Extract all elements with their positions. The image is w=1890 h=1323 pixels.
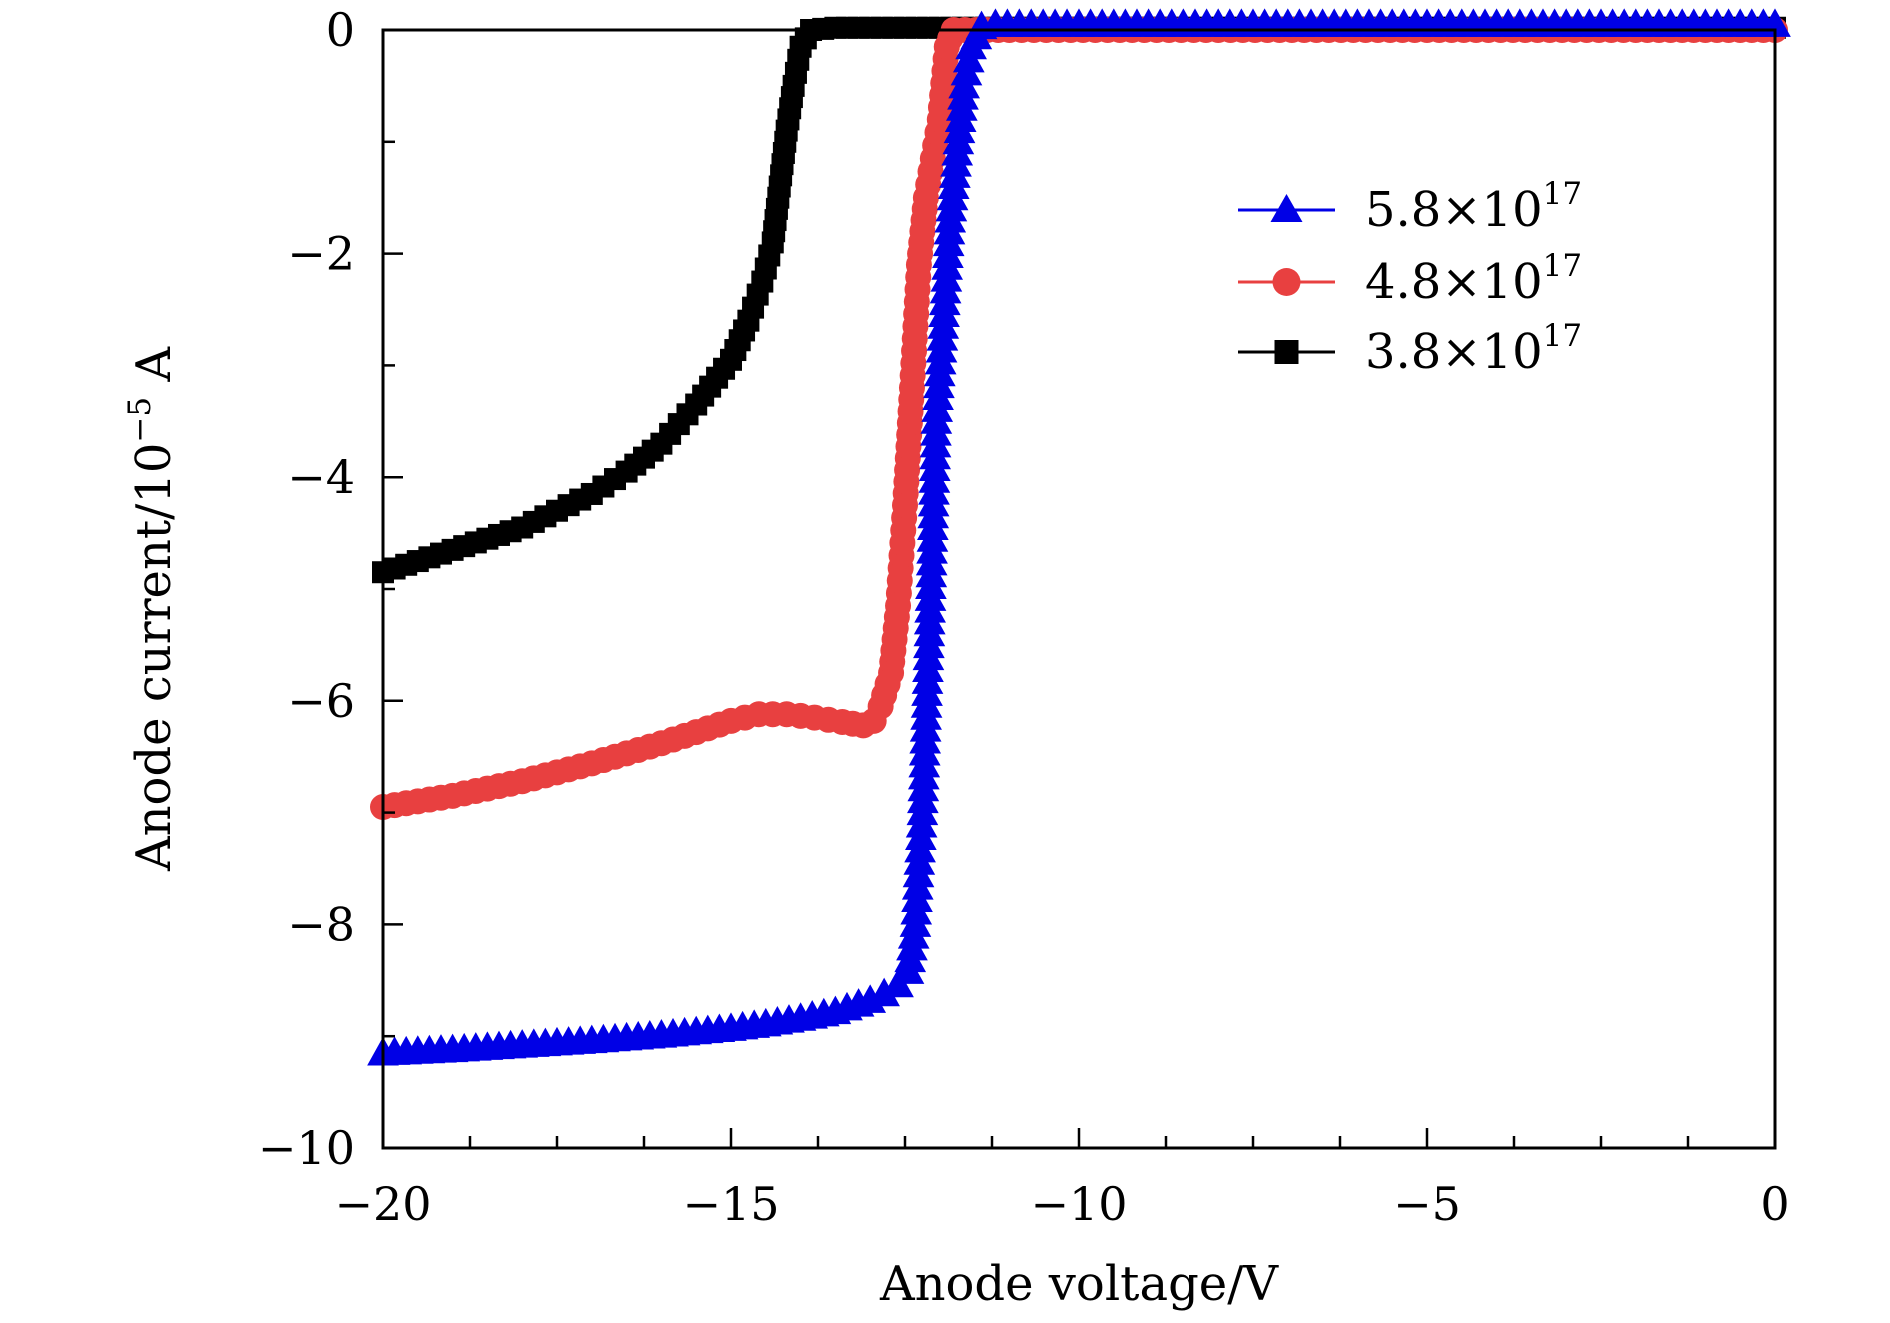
y-tick-label: −6 <box>287 674 355 728</box>
ticks-layer <box>381 28 1777 1150</box>
x-tick-label: −15 <box>682 1177 779 1231</box>
legend-marker-square <box>1274 340 1299 364</box>
y-axis-title-exponent: −5 <box>122 397 158 443</box>
legend-label: 5.8×1017 <box>1365 176 1582 238</box>
legend-label-exponent: 17 <box>1543 318 1582 354</box>
y-axis-title: Anode current/10−5 A <box>122 346 182 872</box>
legend-marker-triangle <box>1270 194 1303 222</box>
y-axis-title-main: Anode current/10 <box>126 443 182 872</box>
legend-entry: 5.8×1017 <box>1238 176 1582 238</box>
legend-marker-circle <box>1272 268 1301 296</box>
series-layer <box>367 8 1791 1066</box>
y-tick-label: −10 <box>258 1121 355 1175</box>
y-tick-label: −8 <box>287 897 355 951</box>
series-circle <box>370 17 1788 821</box>
legend-label: 3.8×1017 <box>1365 318 1582 380</box>
y-tick-label: 0 <box>326 3 355 57</box>
x-tick-label: 0 <box>1760 1177 1789 1231</box>
y-axis-title-unit: A <box>126 346 182 397</box>
legend-label-base: 5.8×10 <box>1365 182 1543 238</box>
series-square <box>372 16 1786 584</box>
x-tick-label: −20 <box>334 1177 431 1231</box>
legend-label: 4.8×1017 <box>1365 248 1582 310</box>
x-tick-label: −5 <box>1393 1177 1461 1231</box>
series-triangle <box>367 8 1791 1066</box>
series-line <box>382 28 1775 809</box>
x-axis-title: Anode voltage/V <box>879 1256 1279 1312</box>
x-tick-label: −10 <box>1030 1177 1127 1231</box>
tick-labels-layer: −20 −15 −10 −5 0 0 −2 −4 −6 −8 −10 <box>258 3 1790 1231</box>
legend-label-base: 3.8×10 <box>1365 324 1543 380</box>
legend-entry: 4.8×1017 <box>1238 248 1582 310</box>
y-tick-label: −2 <box>287 227 355 281</box>
legend-label-exponent: 17 <box>1543 176 1582 212</box>
y-tick-label: −4 <box>287 450 355 504</box>
legend-label-base: 4.8×10 <box>1365 254 1543 310</box>
legend-label-exponent: 17 <box>1543 248 1582 284</box>
legend-entry: 3.8×1017 <box>1238 318 1582 380</box>
